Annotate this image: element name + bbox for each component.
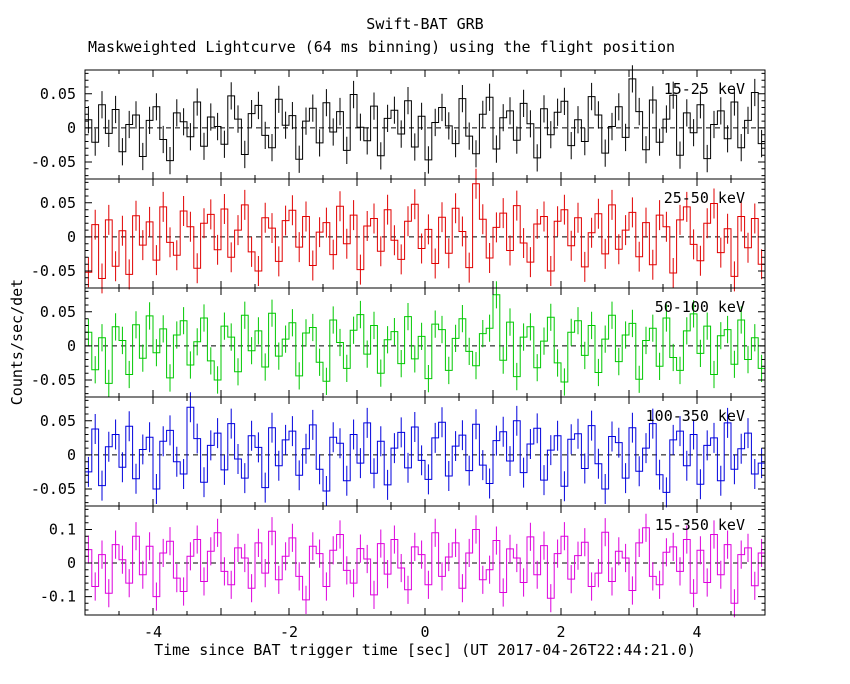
panel-ticks bbox=[85, 506, 765, 615]
y-tick-label: 0 bbox=[67, 446, 76, 464]
y-tick-label: 0.05 bbox=[40, 412, 76, 430]
x-tick-labels-group: -4 -2 0 2 4 bbox=[144, 623, 702, 641]
band-label: 15-350 keV bbox=[655, 516, 745, 534]
x-tick-label: -4 bbox=[144, 623, 162, 641]
y-tick-label: 0.05 bbox=[40, 303, 76, 321]
y-tick-label: -0.05 bbox=[31, 371, 76, 389]
y-tick-label: 0.1 bbox=[49, 520, 76, 538]
y-tick-label: -0.05 bbox=[31, 480, 76, 498]
x-tick-label: -2 bbox=[280, 623, 298, 641]
y-tick-label: -0.05 bbox=[31, 262, 76, 280]
panel-50-100-keV: 0.05 0 -0.05 50-100 keV bbox=[31, 281, 766, 398]
series-errorbars bbox=[87, 392, 763, 508]
band-label: 15-25 keV bbox=[664, 80, 745, 98]
y-tick-label: 0.05 bbox=[40, 85, 76, 103]
y-tick-label: -0.1 bbox=[40, 588, 76, 606]
series-steps bbox=[85, 406, 765, 493]
series-steps bbox=[85, 294, 765, 384]
y-tick-label: 0 bbox=[67, 119, 76, 137]
series-steps bbox=[85, 183, 765, 279]
panels-group: 0.05 0 -0.05 15-25 keV 0.05 0 -0.05 25-50 keV 0.… bbox=[31, 65, 766, 618]
y-tick-label: -0.05 bbox=[31, 153, 76, 171]
y-tick-label: 0 bbox=[67, 337, 76, 355]
figure-subtitle: Maskweighted Lightcurve (64 ms binning) … bbox=[88, 38, 675, 56]
panel-ticks bbox=[85, 288, 765, 397]
y-tick-label: 0.05 bbox=[40, 194, 76, 212]
y-tick-label: 0 bbox=[67, 228, 76, 246]
series-steps bbox=[85, 527, 765, 604]
y-axis-label: Counts/sec/det bbox=[8, 279, 26, 405]
band-label: 100-350 keV bbox=[646, 407, 745, 425]
x-axis-label: Time since BAT trigger time [sec] (UT 20… bbox=[154, 641, 696, 659]
panel-border bbox=[84, 505, 766, 616]
panel-ticks bbox=[85, 70, 765, 179]
series-steps bbox=[85, 78, 765, 162]
x-tick-label: 4 bbox=[692, 623, 701, 641]
band-label: 50-100 keV bbox=[655, 298, 745, 316]
band-label: 25-50 keV bbox=[664, 189, 745, 207]
panel-ticks bbox=[85, 397, 765, 506]
series-errorbars bbox=[87, 168, 763, 294]
panel-ticks bbox=[85, 179, 765, 288]
x-tick-label: 0 bbox=[420, 623, 429, 641]
x-tick-label: 2 bbox=[556, 623, 565, 641]
panel-15-350-keV: 0.1 0 -0.1 15-350 keV bbox=[40, 505, 766, 618]
figure-title: Swift-BAT GRB bbox=[366, 15, 483, 33]
series-errorbars bbox=[87, 65, 763, 175]
y-tick-label: 0 bbox=[67, 554, 76, 572]
